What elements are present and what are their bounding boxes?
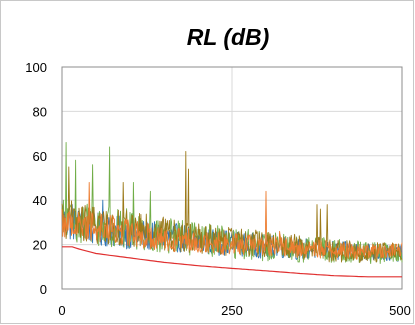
chart-title: RL (dB) xyxy=(187,24,270,50)
x-tick-label: 500 xyxy=(389,303,411,318)
y-tick-label: 0 xyxy=(40,282,47,297)
x-tick-label: 250 xyxy=(221,303,243,318)
series-line-4 xyxy=(62,246,402,278)
series-group xyxy=(61,142,403,278)
series-line-3 xyxy=(61,181,403,260)
y-tick-label: 100 xyxy=(25,60,47,75)
plot-area xyxy=(61,66,403,290)
y-tick-label: 40 xyxy=(33,193,47,208)
y-tick-label: 60 xyxy=(33,149,47,164)
tick-labels: 0 20 40 60 80 100 0 250 500 xyxy=(25,60,411,318)
series-line-2 xyxy=(61,150,403,263)
y-tick-label: 20 xyxy=(33,238,47,253)
x-tick-label: 0 xyxy=(58,303,65,318)
y-tick-label: 80 xyxy=(33,104,47,119)
